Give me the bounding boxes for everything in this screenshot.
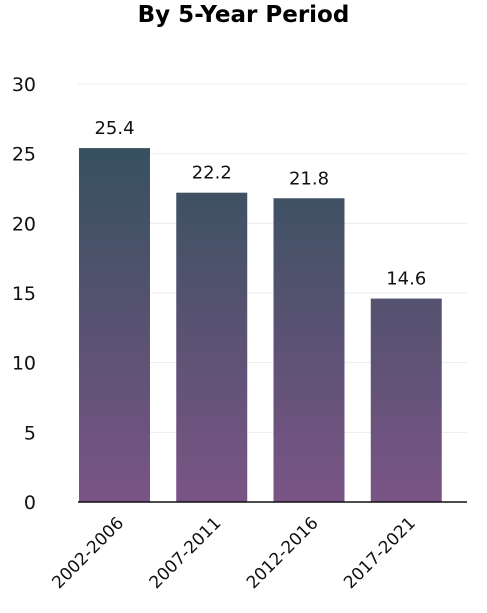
y-tick-label: 25 <box>12 144 36 166</box>
value-label: 14.6 <box>386 269 426 290</box>
y-tick-label: 20 <box>12 213 36 235</box>
bar-2012-2016 <box>273 198 345 502</box>
y-tick-label: 30 <box>12 74 36 96</box>
bars <box>79 148 442 503</box>
y-tick-label: 5 <box>24 422 36 444</box>
y-tick-label: 10 <box>12 353 36 375</box>
y-tick-label: 15 <box>12 283 36 305</box>
value-label: 21.8 <box>289 168 329 189</box>
value-label: 25.4 <box>94 118 134 139</box>
value-label: 22.2 <box>192 163 232 184</box>
y-tick-label: 0 <box>24 492 36 514</box>
x-tick-label: 2007-2011 <box>146 513 226 593</box>
x-tick-label: 2002-2006 <box>48 513 128 593</box>
bar-2007-2011 <box>176 192 248 502</box>
x-tick-label: 2017-2021 <box>340 513 420 593</box>
bar-2017-2021 <box>370 298 442 502</box>
chart-title: By 5-Year Period <box>137 2 350 28</box>
x-tick-label: 2012-2016 <box>243 513 323 593</box>
bar-2002-2006 <box>79 148 150 503</box>
